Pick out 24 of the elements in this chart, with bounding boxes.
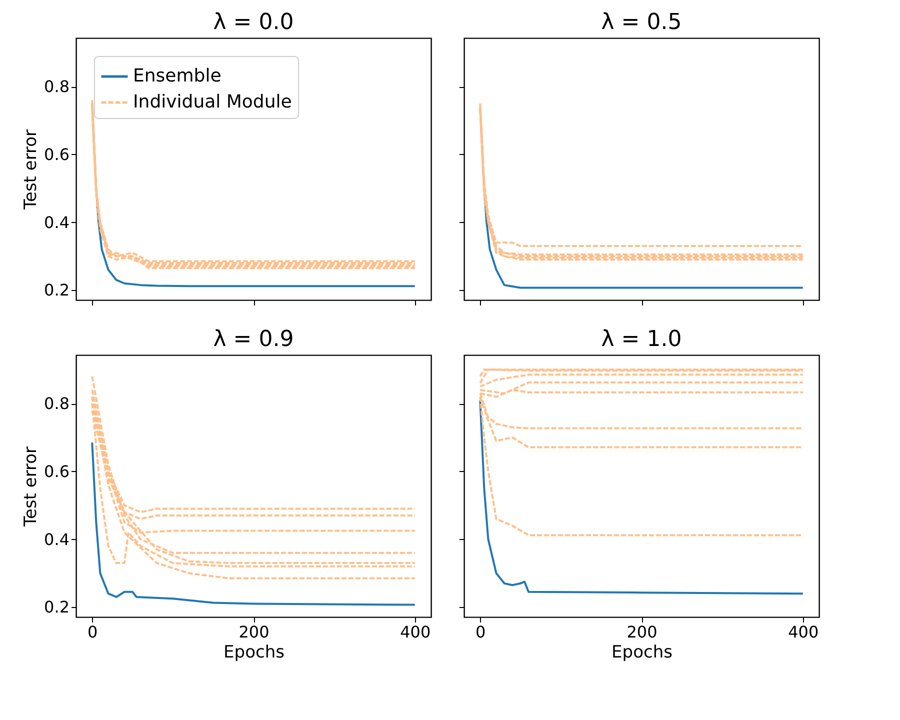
legend-label: Ensemble <box>133 66 222 86</box>
chart-title: λ = 0.0 <box>213 10 294 35</box>
x-tick-label: 200 <box>238 622 270 642</box>
chart-title: λ = 1.0 <box>601 327 682 352</box>
y-tick-label: 0.8 <box>44 77 70 96</box>
legend-label: Individual Module <box>133 92 292 112</box>
x-tick-label: 400 <box>788 622 819 642</box>
y-axis-title: Test error <box>21 129 42 211</box>
chart-title: λ = 0.5 <box>601 10 682 35</box>
x-tick-label: 400 <box>400 622 431 642</box>
x-tick-label: 200 <box>626 622 658 642</box>
y-tick-label: 0.2 <box>44 598 70 617</box>
x-axis-title: Epochs <box>224 642 285 662</box>
x-axis-title: Epochs <box>612 642 673 662</box>
x-tick-label: 0 <box>476 622 486 642</box>
y-tick-label: 0.2 <box>44 280 70 300</box>
y-tick-label: 0.6 <box>44 144 70 164</box>
y-axis-title: Test error <box>21 446 42 528</box>
y-tick-label: 0.4 <box>44 530 70 549</box>
chart-title: λ = 0.9 <box>213 327 294 352</box>
x-tick-label: 0 <box>88 622 98 642</box>
y-tick-label: 0.4 <box>44 212 70 232</box>
y-tick-label: 0.8 <box>44 394 70 414</box>
y-tick-label: 0.6 <box>44 462 70 481</box>
